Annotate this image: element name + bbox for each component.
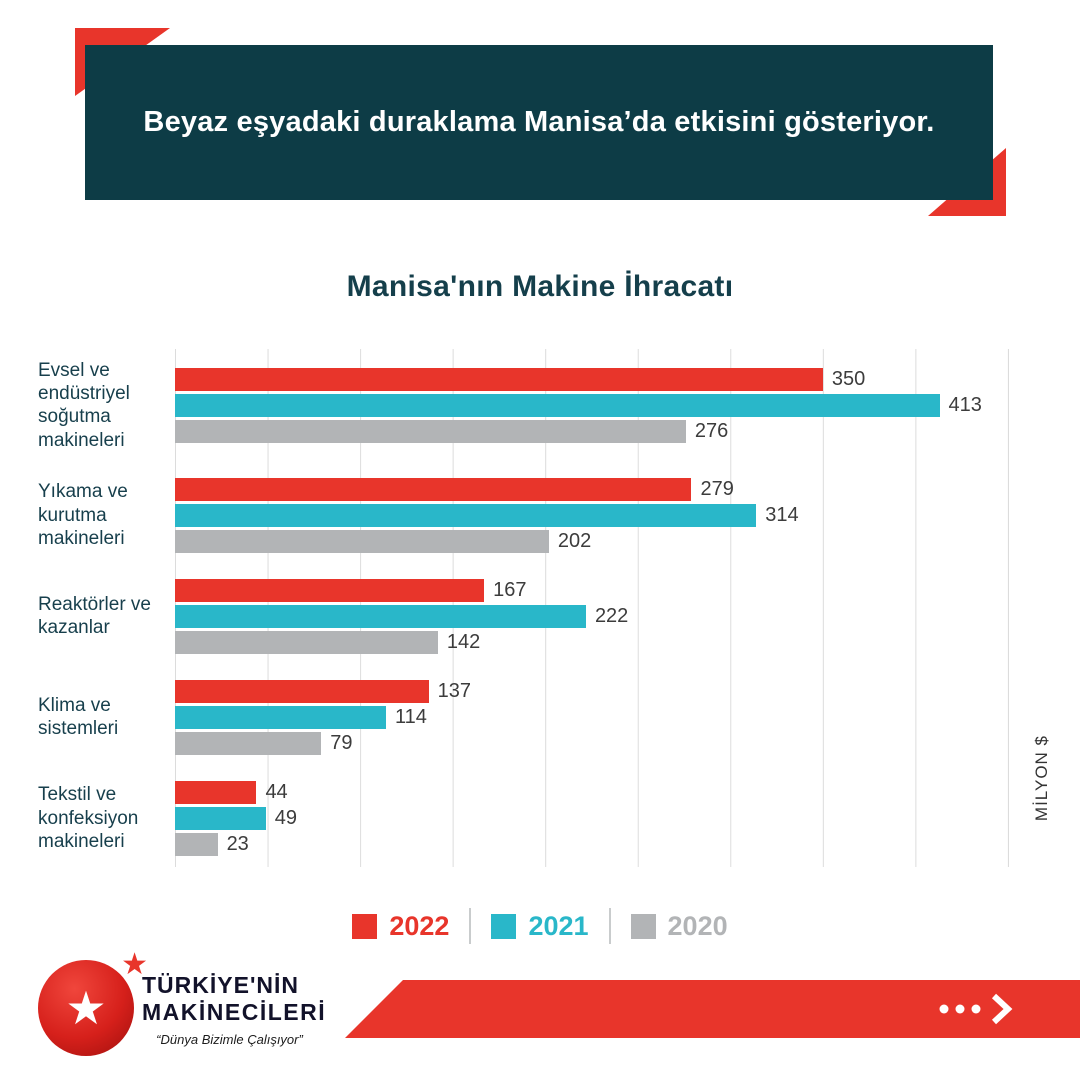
- bar-value: 276: [694, 419, 729, 442]
- bar-2021: [175, 705, 387, 729]
- bar-group: 350 413 276: [175, 367, 1008, 443]
- bar-2020: [175, 832, 218, 856]
- bar-value: 79: [330, 731, 353, 754]
- bar-2021: [175, 806, 266, 830]
- legend-label-2020: 2020: [667, 910, 728, 941]
- bar-chart: Evsel ve endüstriyel soğutma makineleri 3…: [0, 345, 1080, 870]
- chart-category-row: Tekstil ve konfeksiyon makineleri 44 49 23: [38, 780, 1008, 856]
- bar-line: 137: [175, 679, 1008, 703]
- bar-value: 142: [446, 630, 481, 653]
- bar-2022: [175, 578, 485, 602]
- brand-logo: ★ ★: [38, 950, 148, 1060]
- bar-value: 49: [274, 806, 297, 829]
- bar-line: 114: [175, 705, 1008, 729]
- bar-2020: [175, 529, 549, 553]
- legend-item-2022: 2022: [352, 911, 449, 942]
- header-banner: Beyaz eşyadaki duraklama Manisa’da etkis…: [85, 45, 993, 200]
- bar-2022: [175, 367, 823, 391]
- brand-name-line2: MAKİNECİLERİ: [142, 999, 327, 1025]
- bar-line: 79: [175, 731, 1008, 755]
- legend-item-2020: 2020: [630, 910, 728, 942]
- legend-swatch-2022: [352, 913, 378, 939]
- legend-item-2021: 2021: [491, 910, 589, 942]
- legend-swatch-2021: [491, 913, 517, 939]
- legend-label-2022: 2022: [389, 910, 450, 941]
- bar-line: 49: [175, 806, 1008, 830]
- footer-ribbon: [345, 980, 1080, 1038]
- logo-circle: ★: [38, 960, 134, 1056]
- bar-2020: [175, 731, 322, 755]
- chart-category-row: Evsel ve endüstriyel soğutma makineleri 3…: [38, 359, 1008, 452]
- header-title: Beyaz eşyadaki duraklama Manisa’da etkis…: [143, 105, 935, 138]
- bar-value: 23: [226, 832, 249, 855]
- bar-2021: [175, 393, 940, 417]
- chart-legend: 2022 2021 2020: [0, 908, 1080, 944]
- bar-line: 350: [175, 367, 1008, 391]
- bar-value: 137: [437, 679, 471, 702]
- bar-group: 44 49 23: [175, 780, 1008, 856]
- bar-line: 167: [175, 578, 1008, 602]
- star-icon: ★: [65, 981, 107, 1035]
- bar-2022: [175, 679, 429, 703]
- chart-title: Manisa'nın Makine İhracatı: [346, 270, 734, 303]
- bar-value: 350: [831, 367, 866, 390]
- legend-swatch-2020: [630, 913, 656, 939]
- chart-category-row: Reaktörler ve kazanlar 167 222 142: [38, 578, 1008, 654]
- dot-icon: [971, 1004, 981, 1014]
- small-star-icon: ★: [121, 947, 148, 982]
- brand-name-line1: TÜRKİYE'NİN: [142, 972, 300, 998]
- bar-line: 276: [175, 419, 1008, 443]
- bar-2022: [175, 780, 257, 804]
- bar-line: 202: [175, 529, 1008, 553]
- bar-value: 222: [594, 604, 629, 627]
- chart-rows: Evsel ve endüstriyel soğutma makineleri 3…: [38, 345, 1008, 856]
- bar-line: 413: [175, 393, 1008, 417]
- next-arrow-button[interactable]: [936, 993, 1020, 1025]
- bar-group: 137 114 79: [175, 679, 1008, 755]
- brand-text: TÜRKİYE'NİN MAKİNECİLERİ “Dünya Bizimle …: [142, 972, 326, 1047]
- category-label: Evsel ve endüstriyel soğutma makineleri: [38, 360, 130, 451]
- bar-group: 279 314 202: [175, 477, 1008, 553]
- bar-line: 44: [175, 780, 1008, 804]
- dot-icon: [955, 1004, 965, 1014]
- chart-category-row: Yıkama ve kurutma makineleri 279 314 202: [38, 477, 1008, 553]
- dot-icon: [939, 1004, 949, 1014]
- legend-label-2021: 2021: [528, 910, 589, 941]
- bar-line: 23: [175, 832, 1008, 856]
- value-axis-unit-label: MİLYON $: [1032, 735, 1051, 822]
- bar-value: 167: [493, 578, 527, 601]
- bar-value: 44: [265, 780, 288, 803]
- bar-2021: [175, 604, 586, 628]
- legend-divider: [469, 908, 472, 944]
- brand-tagline: “Dünya Bizimle Çalışıyor”: [156, 1032, 303, 1047]
- legend-divider: [608, 908, 611, 944]
- bar-value: 314: [765, 503, 799, 526]
- bar-line: 142: [175, 630, 1008, 654]
- bar-2022: [175, 477, 692, 501]
- bar-value: 413: [948, 393, 982, 416]
- bar-2020: [175, 630, 438, 654]
- bar-2020: [175, 419, 686, 443]
- bar-value: 279: [700, 477, 734, 500]
- bar-line: 279: [175, 477, 1008, 501]
- bar-group: 167 222 142: [175, 578, 1008, 654]
- chevron-right-icon: [991, 993, 1013, 1025]
- chart-category-row: Klima ve sistemleri 137 114 79: [38, 679, 1008, 755]
- bar-2021: [175, 503, 757, 527]
- bar-line: 222: [175, 604, 1008, 628]
- category-label: Reaktörler ve kazanlar: [38, 594, 151, 639]
- bar-line: 314: [175, 503, 1008, 527]
- category-label: Klima ve sistemleri: [38, 695, 119, 740]
- bar-value: 202: [557, 529, 592, 552]
- category-label: Yıkama ve kurutma makineleri: [38, 481, 128, 549]
- category-label: Tekstil ve konfeksiyon makineleri: [38, 784, 139, 852]
- bar-value: 114: [395, 705, 427, 728]
